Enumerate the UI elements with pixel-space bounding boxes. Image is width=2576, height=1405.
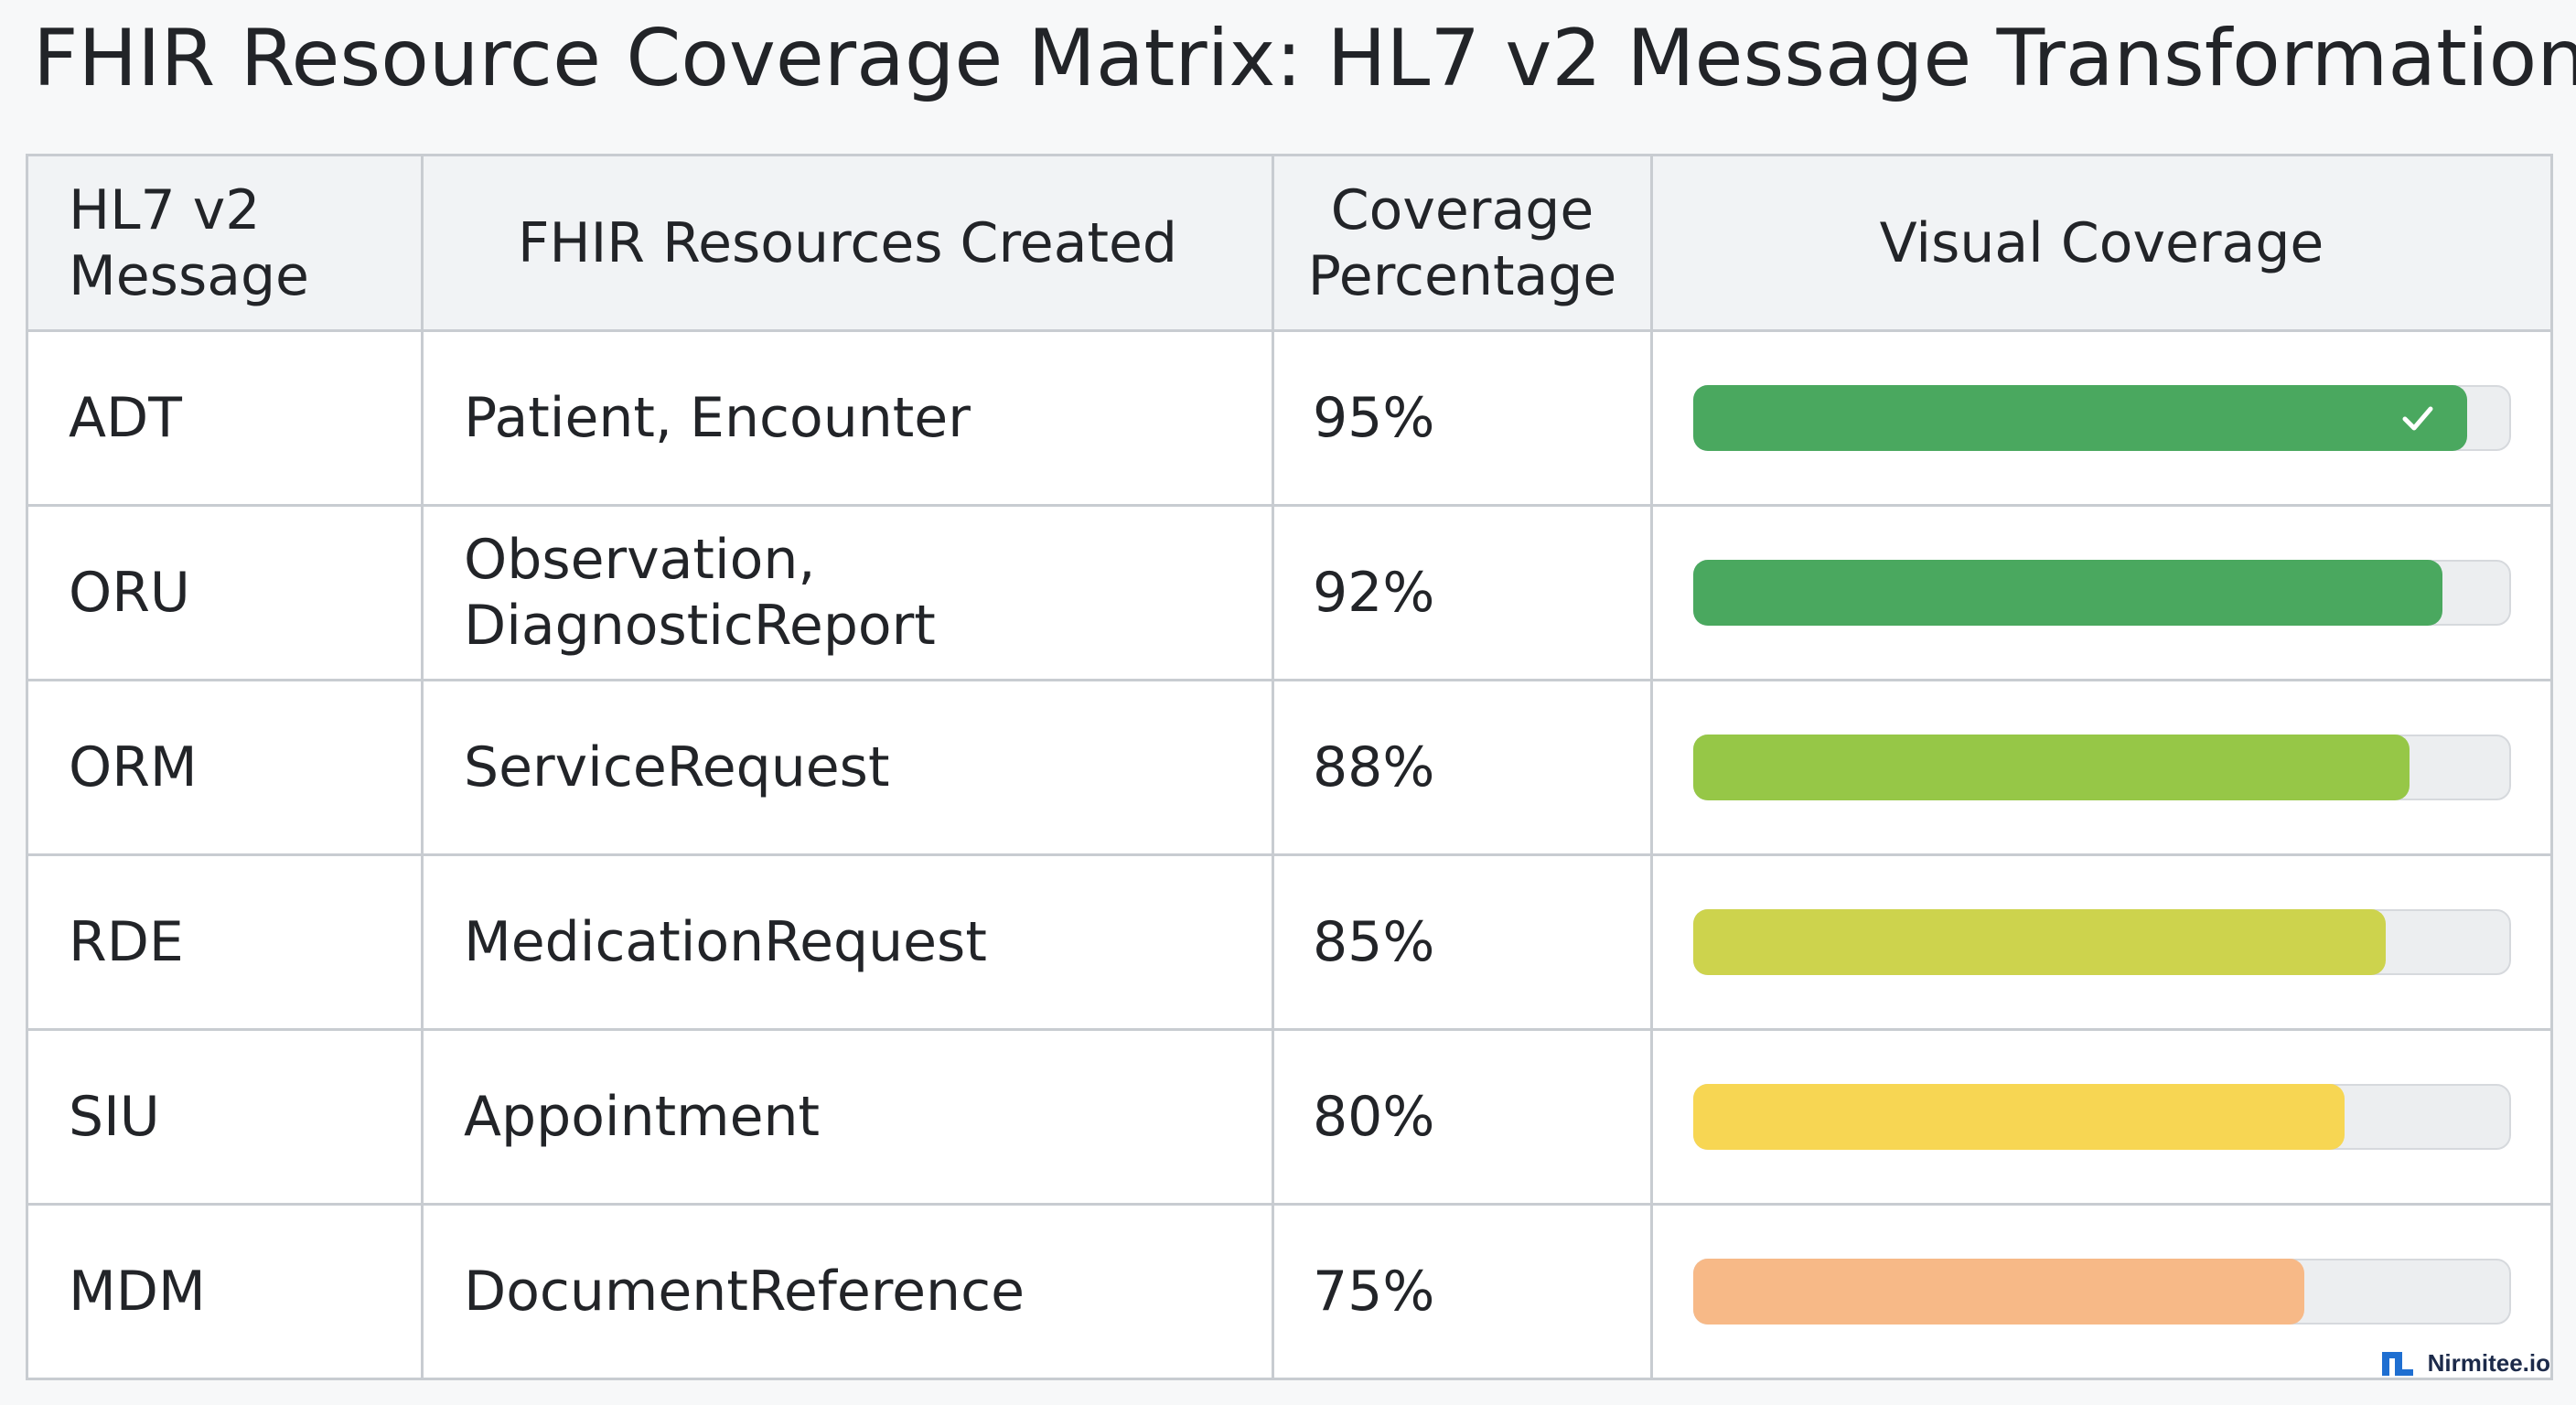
message-cell: ORM (26, 679, 424, 856)
coverage-bar-track (1693, 1259, 2511, 1325)
resources-cell: DocumentReference (421, 1203, 1274, 1380)
header-resources: FHIR Resources Created (421, 154, 1274, 332)
coverage-bar-track (1693, 1084, 2511, 1150)
header-coverage-line1: Coverage (1330, 177, 1594, 242)
coverage-cell: 75% (1272, 1203, 1653, 1380)
header-message: HL7 v2 Message (26, 154, 424, 332)
table-row: SIU Appointment 80% (26, 1028, 2553, 1206)
coverage-bar-fill (1693, 560, 2442, 626)
message-cell: MDM (26, 1203, 424, 1380)
header-coverage: Coverage Percentage (1272, 154, 1653, 332)
visual-cell (1650, 1203, 2553, 1380)
coverage-bar-fill (1693, 385, 2467, 451)
coverage-cell: 80% (1272, 1028, 1653, 1206)
coverage-cell: 85% (1272, 853, 1653, 1031)
coverage-bar-track (1693, 385, 2511, 451)
table-row: ORM ServiceRequest 88% (26, 679, 2553, 856)
brand-footer: Nirmitee.io (2380, 1345, 2550, 1381)
resources-cell: Patient, Encounter (421, 329, 1274, 507)
coverage-bar-fill (1693, 1259, 2304, 1325)
coverage-bar-fill (1693, 735, 2410, 800)
table-row: ADT Patient, Encounter 95% (26, 329, 2553, 507)
table-row: ORU Observation, DiagnosticReport 92% (26, 504, 2553, 681)
header-coverage-line2: Percentage (1307, 243, 1617, 308)
visual-cell (1650, 329, 2553, 507)
coverage-cell: 92% (1272, 504, 1653, 681)
page-title: FHIR Resource Coverage Matrix: HL7 v2 Me… (33, 13, 2576, 104)
table-row: RDE MedicationRequest 85% (26, 853, 2553, 1031)
header-row: HL7 v2 Message FHIR Resources Created Co… (26, 154, 2553, 332)
resources-cell: ServiceRequest (421, 679, 1274, 856)
coverage-matrix-table: HL7 v2 Message FHIR Resources Created Co… (26, 154, 2553, 1380)
brand-name: Nirmitee.io (2427, 1348, 2550, 1377)
coverage-bar-track (1693, 735, 2511, 800)
coverage-bar-track (1693, 909, 2511, 975)
table-row: MDM DocumentReference 75% (26, 1203, 2553, 1380)
resources-line1: Observation, (464, 528, 816, 592)
coverage-bar-track (1693, 560, 2511, 626)
message-cell: RDE (26, 853, 424, 1031)
resources-cell: Appointment (421, 1028, 1274, 1206)
table-body: ADT Patient, Encounter 95% ORU (26, 329, 2553, 1380)
header-message-line2: Message (69, 243, 309, 308)
coverage-bar-fill (1693, 1084, 2345, 1150)
header-message-line1: HL7 v2 (69, 177, 261, 242)
resources-line2: DiagnosticReport (464, 594, 936, 658)
nirmitee-logo-icon (2381, 1352, 2413, 1376)
visual-cell (1650, 504, 2553, 681)
resources-cell: Observation, DiagnosticReport (421, 504, 1274, 681)
header-visual: Visual Coverage (1650, 154, 2553, 332)
checkmark-icon (2402, 406, 2433, 431)
resources-cell: MedicationRequest (421, 853, 1274, 1031)
message-cell: ADT (26, 329, 424, 507)
coverage-bar-fill (1693, 909, 2386, 975)
visual-cell (1650, 853, 2553, 1031)
table-header: HL7 v2 Message FHIR Resources Created Co… (26, 154, 2553, 332)
visual-cell (1650, 1028, 2553, 1206)
coverage-cell: 88% (1272, 679, 1653, 856)
visual-cell (1650, 679, 2553, 856)
coverage-cell: 95% (1272, 329, 1653, 507)
message-cell: SIU (26, 1028, 424, 1206)
message-cell: ORU (26, 504, 424, 681)
